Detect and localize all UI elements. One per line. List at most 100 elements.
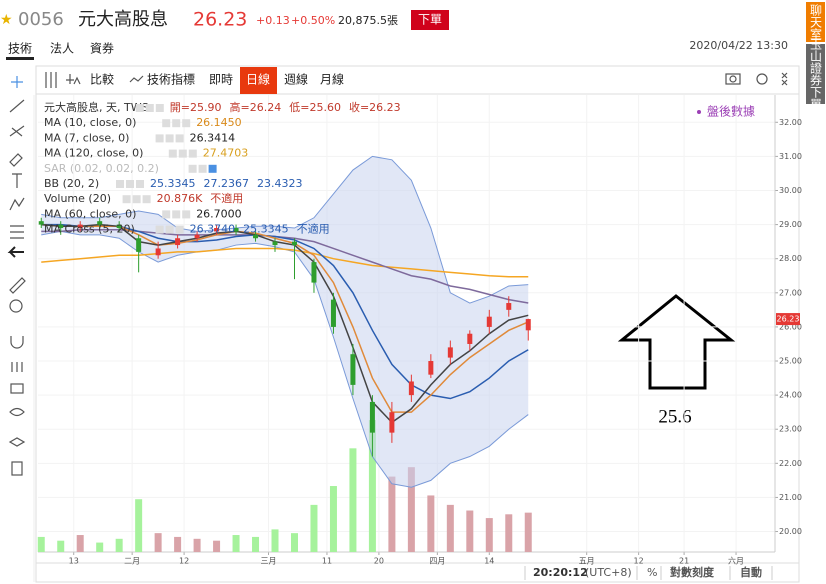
legend-icon [155,225,164,234]
legend-value: 低=25.60 [289,101,341,114]
legend-name: Volume (20) [44,192,111,205]
y-tick-label: 29.00 [779,220,802,229]
legend-icon [172,210,181,219]
log-toggle[interactable]: 對數刻度 [670,565,715,579]
y-tick-label: 26.00 [779,322,802,331]
volume-bar [310,504,318,552]
legend-name: MA (60, close, 0) [44,207,136,220]
price-change-pct: +0.50% [291,14,335,27]
candle-body [253,234,259,239]
toolbar-icons [45,72,788,88]
watermark-dot [697,110,701,114]
volume-bar [115,538,123,552]
legend-icon [162,210,171,219]
auto-toggle[interactable]: 自動 [740,565,762,579]
y-tick-label: 24.00 [779,391,802,400]
candle-body [155,248,161,256]
volume-bar [446,504,454,552]
stock-code: 0056 [18,9,64,30]
legend-value: 25.3345 [243,223,289,236]
candle-body [233,228,239,232]
y-tick-label: 32.00 [779,118,802,127]
legend-icon [122,195,131,204]
order-button[interactable] [411,10,449,30]
volume-bar [96,542,104,552]
toolbar-item[interactable]: 即時 [209,73,233,87]
broker-tab-label[interactable]: 玉山證券下單 [809,38,823,110]
candle-body [467,333,473,344]
x-tick-label: 六月 [728,556,744,566]
legend-name: MA (7, close, 0) [44,131,129,144]
datetime: 2020/04/22 13:30 [689,39,788,52]
legend-name: MA (120, close, 0) [44,147,143,160]
stock-name: 元大高股息 [78,9,168,30]
volume-bar [213,540,221,552]
annotation-arrow [617,294,736,390]
volume-bar [368,420,376,552]
y-tick-label: 20.00 [779,527,802,536]
legend-icon [188,164,197,173]
toolbar-item[interactable]: 日線 [246,72,270,87]
y-tick-label: 21.00 [779,493,802,502]
price-change: +0.13 [256,14,290,27]
candle-body [350,354,356,385]
indicator-line [41,247,529,278]
volume-bar [271,529,279,552]
order-button-label[interactable]: 下單 [418,13,442,27]
active-interval[interactable] [240,67,277,94]
volume-bar [76,535,84,552]
candle-body [194,234,200,239]
broker-tab[interactable] [806,44,825,104]
candle-body [175,238,181,246]
volume-bar [427,495,435,552]
indicator-line [41,223,529,413]
legend-icon [182,210,191,219]
tab[interactable]: 法人 [50,42,74,56]
volume-bar [174,536,182,552]
candle-body [447,347,453,358]
candle-body [291,241,297,246]
y-tick-label: 22.00 [779,459,802,468]
toolbar-item[interactable]: 比較 [90,72,114,87]
x-tick-label: 四月 [429,557,445,566]
candle-body [525,319,531,331]
chat-tab[interactable] [806,2,825,42]
x-tick-label: 12 [634,557,644,566]
legend-value: 27.4703 [203,147,249,160]
legend-icon [198,164,207,173]
legend-icon [135,104,144,112]
toolbar-item[interactable]: 月線 [320,72,344,87]
chat-tab-label[interactable]: 聊天室 [809,4,823,40]
x-tick-label: 13 [69,557,79,566]
volume-bar [252,536,260,552]
legend-name: MA Cross (5, 20) [44,223,135,236]
watermark: 盤後數據 [707,105,755,119]
candle-body [97,221,103,225]
candle-body [408,381,414,396]
volume-bar [37,536,45,552]
y-tick-label: 25.00 [779,357,802,366]
annotation-text: 25.6 [658,406,691,427]
indicator-line [41,228,529,304]
legend-value: 25.3345 [150,177,196,190]
toolbar-item[interactable]: 技術指標 [147,72,195,87]
legend-value: 不適用 [210,191,243,205]
legend-icon [172,119,181,128]
x-tick-label: 20 [374,557,384,566]
legend-value: 27.2367 [204,177,250,190]
drawing-tools[interactable] [7,76,26,476]
star-icon[interactable]: ★ [0,12,13,28]
tab[interactable]: 技術 [8,42,32,56]
volume-bar [485,518,493,552]
volume-bar [505,514,513,552]
y-tick-label: 28.00 [779,254,802,263]
tab-underline [6,57,34,60]
percent-toggle[interactable]: % [647,566,657,579]
toolbar-item[interactable]: 週線 [284,72,308,87]
legend-value: 26.3414 [190,131,236,144]
tab[interactable]: 資券 [90,41,114,56]
candle-body [330,299,336,327]
legend-icon [155,134,164,143]
y-tick-label: 30.00 [779,186,802,195]
legend-name: BB (20, 2) [44,177,99,190]
